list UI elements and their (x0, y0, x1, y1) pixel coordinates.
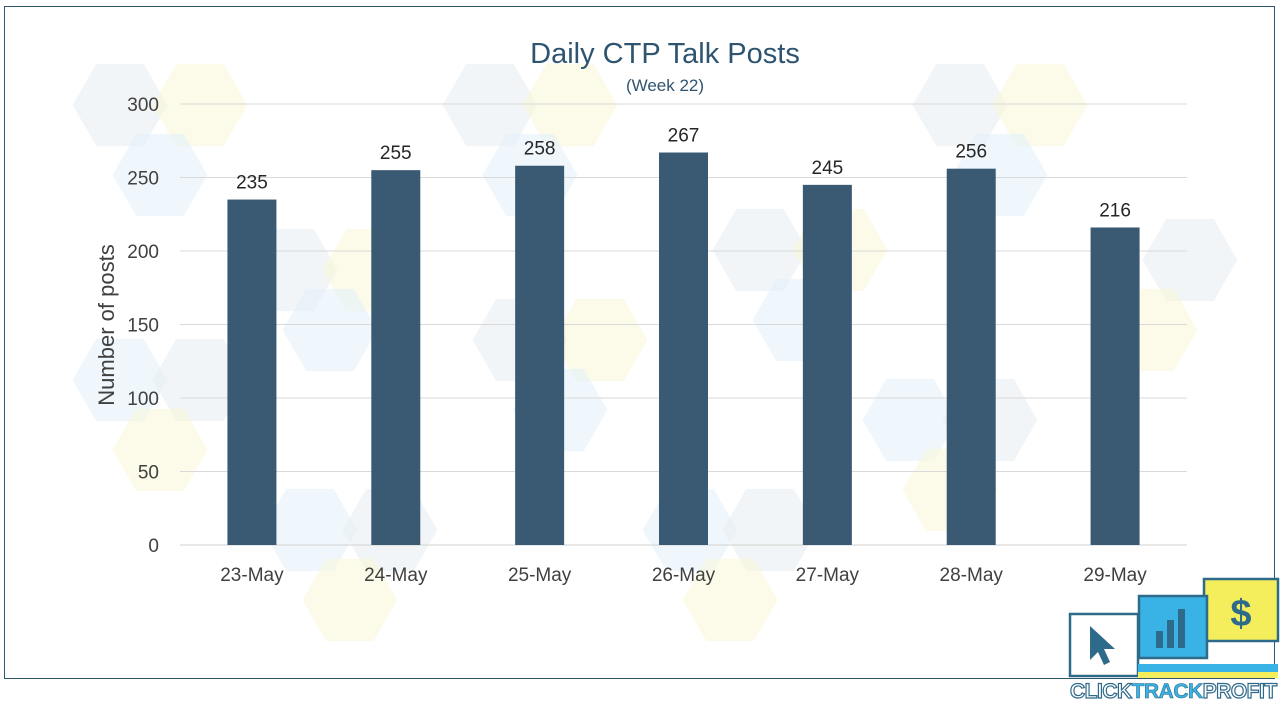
watermark-hexagon (112, 408, 208, 492)
data-label: 235 (236, 173, 268, 194)
data-labels: 235 255 258 267 245 256 216 (236, 126, 1131, 222)
bar (802, 184, 852, 545)
y-tick-label: 100 (127, 389, 159, 410)
bar (946, 168, 996, 545)
y-axis-title: Number of posts (94, 244, 119, 405)
data-label: 258 (524, 139, 556, 160)
dollar-icon: $ (1230, 593, 1251, 635)
data-label: 245 (812, 158, 844, 179)
watermark-hexagon (992, 63, 1088, 147)
watermark-hexagon (302, 558, 398, 642)
watermark-hexagon (552, 298, 648, 382)
bars (227, 152, 1140, 546)
y-axis-ticks: 0 50 100 150 200 250 300 (127, 95, 159, 557)
bar (1090, 227, 1140, 546)
watermark-hexagon (262, 488, 358, 572)
x-tick-label: 26-May (652, 565, 716, 586)
bar (659, 152, 708, 545)
bar (515, 165, 565, 546)
watermark-hexagon (722, 488, 818, 572)
logo-word-profit: PROFIT (1202, 679, 1278, 703)
watermark-hexagon (282, 288, 378, 372)
x-axis-ticks: 23-May 24-May 25-May 26-May 27-May 28-May 29-M… (220, 565, 1147, 586)
watermark-hexagon (862, 378, 958, 462)
y-tick-label: 150 (127, 316, 159, 337)
bar (371, 170, 421, 545)
x-tick-label: 28-May (940, 565, 1004, 586)
clicktrackprofit-logo: $ (1068, 577, 1280, 678)
watermark-hexagon (112, 133, 208, 217)
data-label: 256 (955, 142, 987, 163)
watermark-hexagon (522, 63, 618, 147)
watermark-hexagon (442, 63, 538, 147)
watermark-hexagon (712, 208, 808, 292)
watermark-hexagon (682, 558, 778, 642)
x-tick-label: 24-May (364, 565, 428, 586)
chart-subtitle: (Week 22) (626, 76, 704, 95)
logo-word-track: TRACK (1131, 680, 1203, 704)
y-tick-label: 250 (127, 169, 159, 190)
watermark-hexagon (152, 338, 248, 422)
logo-word-click: CLICK (1069, 679, 1132, 703)
bar (227, 199, 277, 546)
svg-text:$: $ (1230, 593, 1251, 635)
chart-title: Daily CTP Talk Posts (530, 38, 800, 70)
data-label: 216 (1099, 200, 1131, 221)
cursor-icon (1090, 626, 1115, 665)
y-tick-label: 300 (127, 95, 159, 116)
x-tick-label: 25-May (508, 565, 572, 586)
bar-chart-icon (1156, 609, 1185, 648)
x-tick-label: 29-May (1083, 565, 1147, 586)
y-tick-label: 50 (138, 463, 159, 484)
data-label: 255 (380, 143, 412, 164)
y-tick-label: 200 (127, 242, 159, 263)
y-tick-label: 0 (148, 536, 159, 557)
x-tick-label: 27-May (796, 565, 860, 586)
logo-wordmark: CLICKTRACKPROFIT (1069, 679, 1278, 704)
watermark-hexagon (912, 63, 1008, 147)
data-label: 267 (668, 126, 700, 147)
watermark-hexagon (152, 63, 248, 147)
watermark-hexagon (1142, 218, 1238, 302)
x-tick-label: 23-May (220, 565, 284, 586)
